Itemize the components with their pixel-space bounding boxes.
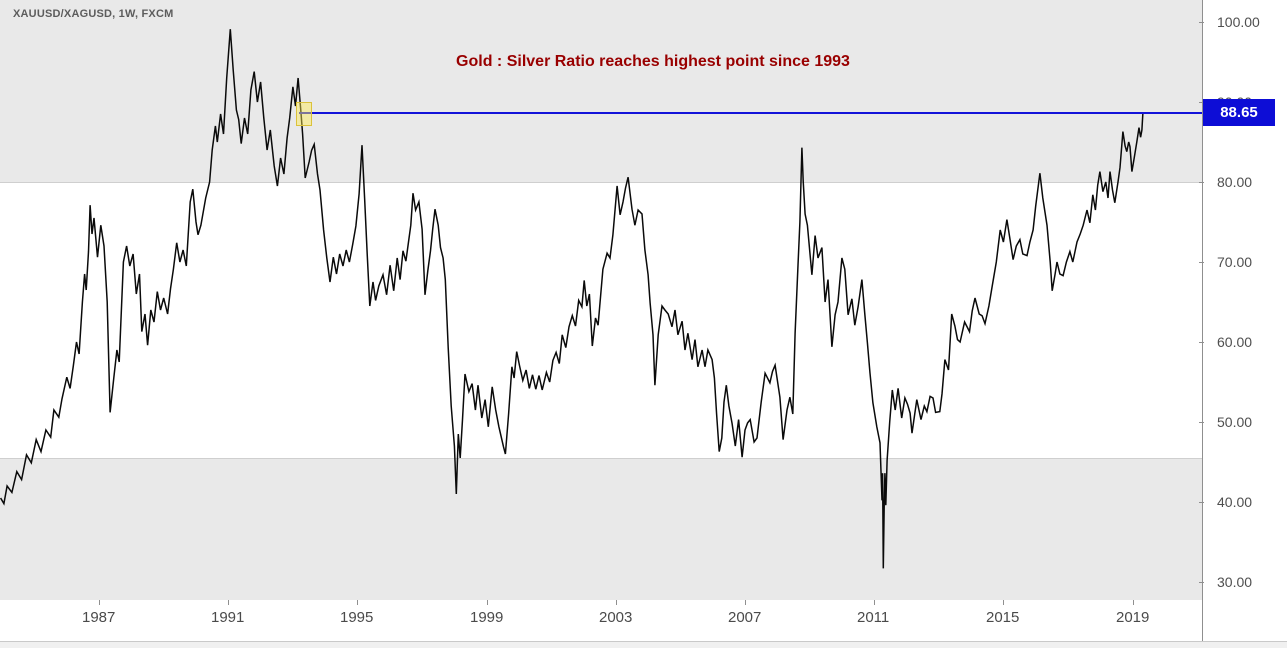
x-axis-tick-label: 2011 [857,609,890,626]
time-axis[interactable]: 1987 1991 1995 1999 2003 2007 2011 2015 2019 [0,600,1202,641]
upper-threshold-band [0,0,1202,183]
annotation-title[interactable]: Gold : Silver Ratio reaches highest poin… [456,53,850,70]
x-axis-tick [99,600,100,605]
price-axis-label: 88.65 [1203,99,1275,126]
y-axis-tick [1199,182,1204,183]
y-axis-tick [1199,262,1204,263]
y-axis-tick-label: 40.00 [1217,494,1253,510]
x-axis-tick [487,600,488,605]
y-axis-tick-label: 80.00 [1217,174,1253,190]
y-axis-tick [1199,422,1204,423]
x-axis-tick [357,600,358,605]
y-axis-tick [1199,582,1204,583]
x-axis-tick [874,600,875,605]
x-axis-tick-label: 1987 [82,609,116,626]
bottom-separator [0,641,1287,648]
y-axis-tick [1199,342,1204,343]
price-series-line[interactable] [0,0,1202,600]
x-axis-tick-label: 2019 [1116,609,1150,626]
x-axis-tick [1133,600,1134,605]
chart-plot-area[interactable]: XAUUSD/XAGUSD, 1W, FXCM Gold : Silver Ra… [0,0,1202,601]
y-axis-tick-label: 100.00 [1217,14,1260,30]
x-axis-tick-label: 2003 [599,609,633,626]
price-axis[interactable]: 88.65 100.0090.0080.0070.0060.0050.0040.… [1199,0,1287,641]
x-axis-tick-label: 2015 [986,609,1020,626]
x-axis-tick-label: 1999 [470,609,504,626]
x-axis-tick-label: 1995 [340,609,374,626]
y-axis-tick [1199,22,1204,23]
x-axis-tick [616,600,617,605]
y-axis-tick-label: 70.00 [1217,254,1253,270]
lower-threshold-band [0,458,1202,601]
x-axis-tick [228,600,229,605]
x-axis-tick-label: 1991 [211,609,245,626]
y-axis-tick [1199,502,1204,503]
y-axis-tick-label: 30.00 [1217,574,1253,590]
y-axis-tick-label: 60.00 [1217,334,1253,350]
x-axis-tick [745,600,746,605]
x-axis-tick [1003,600,1004,605]
y-axis-tick-label: 50.00 [1217,414,1253,430]
horizontal-price-line[interactable] [299,112,1202,114]
x-axis-tick-label: 2007 [728,609,762,626]
highlight-marker[interactable] [296,102,312,126]
y-axis-tick [1199,102,1204,103]
symbol-title: XAUUSD/XAGUSD, 1W, FXCM [13,8,174,20]
